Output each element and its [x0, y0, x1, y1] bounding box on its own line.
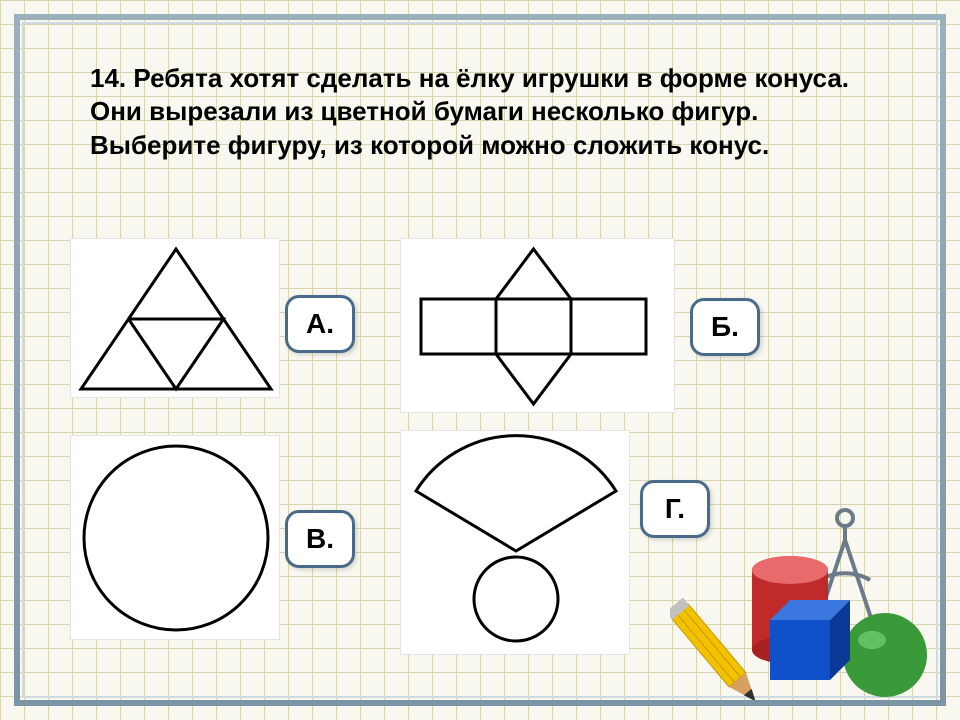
shape-g-svg — [401, 431, 631, 656]
pencil-icon — [670, 598, 764, 700]
shape-a-box — [70, 238, 280, 398]
shape-a-svg — [71, 239, 281, 399]
shape-v-box — [70, 435, 280, 640]
answer-a-button[interactable]: А. — [285, 295, 355, 353]
answer-b-button[interactable]: Б. — [690, 298, 760, 356]
answer-a-label: А. — [306, 308, 334, 340]
corner-decoration — [670, 500, 930, 700]
question-body: Ребята хотят сделать на ёлку игрушки в ф… — [90, 63, 849, 160]
question-text: 14. Ребята хотят сделать на ёлку игрушки… — [90, 62, 890, 162]
shape-v-svg — [71, 436, 281, 641]
shape-b-box — [400, 238, 675, 413]
answer-v-button[interactable]: В. — [285, 510, 355, 568]
shape-g-box — [400, 430, 630, 655]
answer-b-label: Б. — [711, 311, 739, 343]
shape-b-svg — [401, 239, 676, 414]
decoration-svg — [670, 500, 930, 700]
cube-icon — [770, 600, 850, 680]
slide: 14. Ребята хотят сделать на ёлку игрушки… — [0, 0, 960, 720]
question-number: 14. — [90, 63, 126, 93]
answer-v-label: В. — [306, 523, 334, 555]
sphere-icon — [843, 613, 927, 697]
